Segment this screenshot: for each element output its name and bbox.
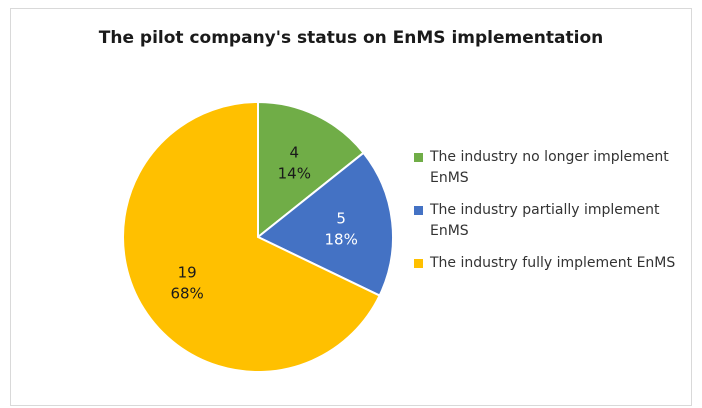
legend-swatch-partially — [414, 206, 423, 215]
data-label-percent-partially: 18% — [325, 231, 358, 249]
data-label-value-fully: 19 — [178, 264, 197, 282]
legend-swatch-no-longer — [414, 153, 423, 162]
data-label-value-partially: 5 — [336, 210, 346, 228]
legend-label-partially: The industry partially implement EnMS — [430, 202, 660, 239]
pie-slice-no-longer — [257, 100, 365, 240]
legend-label-fully: The industry fully implement EnMS — [430, 255, 676, 271]
legend-item-no-longer: The industry no longer implement EnMS — [414, 147, 694, 189]
legend-label-no-longer: The industry no longer implement EnMS — [430, 149, 669, 186]
legend-swatch-fully — [414, 259, 423, 268]
data-label-value-no-longer: 4 — [290, 144, 300, 162]
legend: The industry no longer implement EnMS Th… — [414, 147, 694, 285]
legend-item-partially: The industry partially implement EnMS — [414, 200, 694, 242]
data-label-percent-fully: 68% — [170, 285, 203, 303]
pie-slice-fully — [122, 100, 381, 373]
chart-title: The pilot company's status on EnMS imple… — [98, 28, 604, 48]
data-label-percent-no-longer: 14% — [278, 165, 311, 183]
pie-slice-partially — [256, 151, 394, 297]
legend-item-fully: The industry fully implement EnMS — [414, 253, 694, 274]
